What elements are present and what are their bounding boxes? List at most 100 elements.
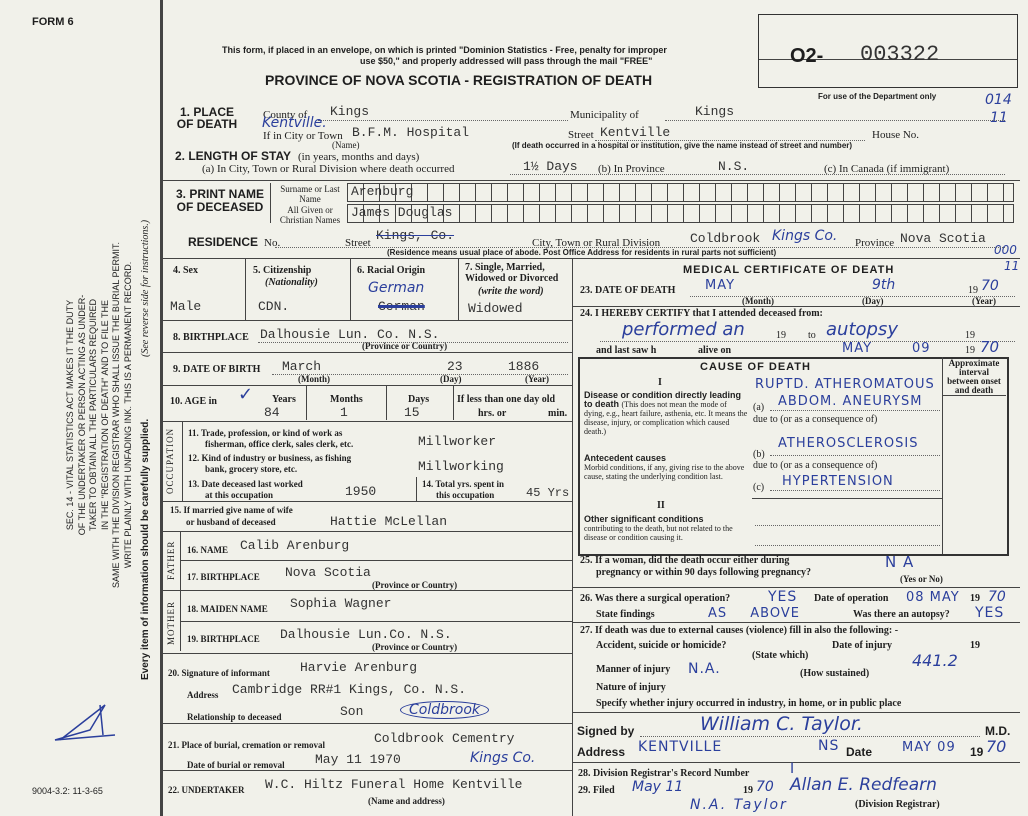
classification-code: 441.2 (912, 651, 958, 670)
check-mark-icon: ✓ (238, 384, 254, 405)
field-label: (b) (753, 449, 765, 460)
residence-street-struck: Kings, Co. (376, 228, 455, 243)
stay-city-value: 1½ Days (523, 159, 578, 174)
stay-label: 2. LENGTH OF STAY (175, 149, 292, 163)
field-label: 10. AGE in (170, 396, 217, 407)
direct-cause-desc: Disease or condition directly leading to… (584, 391, 748, 437)
dept-code: 014 (985, 92, 1012, 108)
field-label: 27. If death was due to external causes … (580, 625, 899, 636)
mail-notice: use $50," and properly addressed will pa… (360, 56, 653, 66)
field-note: (Yes or No) (900, 574, 943, 584)
street-value: Kentville (600, 125, 671, 140)
statute-notice: SEC. 14 - VITAL STATISTICS ACT MAKES IT … (65, 242, 134, 588)
field-label: Specify whether injury occurred in indus… (596, 698, 902, 709)
informant-name-value: Harvie Arenburg (300, 660, 418, 675)
residence-label: RESIDENCE (188, 235, 259, 249)
field-label: Manner of injury (596, 664, 671, 675)
page-title: PROVINCE OF NOVA SCOTIA - REGISTRATION O… (265, 72, 653, 88)
field-note: (Province or Country) (372, 642, 458, 652)
last-seen-day-value: 09 (912, 341, 931, 356)
registrar-signature: Allan E. Redfearn (790, 775, 937, 795)
field-label: Nature of injury (596, 682, 666, 693)
field-label: Province (855, 237, 895, 249)
other-conditions-text: contributing to the death, but not relat… (584, 524, 733, 542)
field-label: 19 (970, 593, 980, 604)
father-birthplace-value: Nova Scotia (285, 565, 371, 580)
field-label: All Given or Christian Names (279, 205, 341, 225)
field-label: 14. Total yrs. spent in (422, 479, 505, 489)
autopsy-value: YES (975, 605, 1005, 621)
relationship-value: Son (340, 704, 364, 719)
field-label: at this occupation (205, 490, 274, 500)
field-label: min. (548, 408, 568, 419)
mother-side-label: MOTHER (166, 601, 176, 645)
part-label: I (658, 377, 662, 388)
industry-value: Millworking (418, 459, 504, 474)
field-note: (Division Registrar) (855, 799, 940, 810)
attended-to-handwritten: autopsy (826, 319, 898, 340)
years-in-occupation-value: 45 Yrs (526, 486, 570, 500)
residence-city-handwritten: Kings Co. (772, 228, 838, 244)
filed-date-value: May 11 (632, 779, 684, 795)
field-label: Street (345, 237, 371, 249)
field-label: to (808, 330, 816, 341)
dob-month-value: March (282, 359, 322, 374)
county-value: Kings (330, 104, 370, 119)
initials-signature (54, 704, 116, 741)
burial-place-value: Coldbrook Cementry (374, 731, 515, 746)
field-label: 25. If a woman, did the death occur eith… (580, 555, 790, 566)
field-note: (Year) (525, 374, 549, 384)
racial-origin-struck: German (378, 299, 425, 314)
signature-year-value: 70 (986, 737, 1007, 756)
field-label: Date of injury (832, 640, 892, 651)
given-names-value: James Douglas (351, 205, 453, 220)
field-label: 4. Sex (173, 265, 198, 276)
cause-c-value: HYPERTENSION (782, 474, 894, 489)
field-label: bank, grocery store, etc. (205, 464, 298, 474)
field-label: (c) In Canada (if immigrant) (824, 163, 950, 175)
marital-status-value: Widowed (468, 301, 523, 316)
hospital-value: B.F.M. Hospital (352, 125, 470, 140)
occupation-side-label: OCCUPATION (165, 427, 175, 494)
age-months-value: 1 (340, 405, 348, 420)
field-label: 19 (968, 285, 978, 296)
antecedent-text: Morbid conditions, if any, giving rise t… (584, 463, 745, 481)
field-label: 21. Place of burial, cremation or remova… (168, 740, 325, 750)
field-label: Address (187, 690, 219, 700)
field-label: House No. (872, 129, 920, 141)
field-label: Date (846, 745, 873, 759)
field-label: 17. BIRTHPLACE (187, 572, 260, 582)
surname-value: Arenburg (351, 184, 414, 199)
field-label: 13. Date deceased last worked (188, 479, 303, 489)
cause-a-value: ABDOM. ANEURYSM (778, 394, 923, 409)
field-label: 18. MAIDEN NAME (187, 604, 268, 614)
notice-line: SAME WITH THE DIVISION REGISTRAR WHO SHA… (111, 241, 121, 588)
field-label: 7. Single, Married, Widowed or Divorced (465, 262, 559, 284)
death-year-value: 70 (981, 278, 999, 294)
field-label: No. (264, 237, 281, 249)
field-label: State findings (596, 609, 655, 620)
field-label: 24. I HEREBY CERTIFY that I attended dec… (580, 308, 823, 319)
stay-province-value: N.S. (718, 159, 750, 174)
other-conditions-title: Other significant conditions (584, 514, 704, 524)
field-note: (Residence means usual place of abode. P… (387, 248, 777, 257)
field-note: (in years, months and days) (298, 151, 420, 163)
given-names-grid (347, 204, 1014, 223)
notice-line: WRITE PLAINLY WITH UNFADING INK. THIS IS… (122, 261, 133, 569)
father-side-label: FATHER (166, 540, 176, 580)
cause-of-death-box (578, 357, 1009, 556)
field-label: 19 (965, 330, 975, 341)
field-label: City, Town or Rural Division (532, 237, 661, 249)
sex-value: Male (170, 299, 202, 314)
direct-cause-text: (This does not mean the mode of dying, e… (584, 400, 748, 436)
racial-origin-handwritten: German (368, 280, 425, 296)
dept-code: 000 (994, 243, 1017, 257)
field-label: Date of burial or removal (187, 760, 285, 770)
last-worked-value: 1950 (345, 484, 377, 499)
field-label: (b) In Province (598, 163, 665, 175)
informant-address-handwritten: Coldbrook (400, 701, 489, 719)
reg-prefix: O2- (790, 45, 824, 67)
margin-divider (160, 0, 163, 816)
mother-maiden-name-value: Sophia Wagner (290, 596, 392, 611)
field-label: 12. Kind of industry or business, as fis… (188, 453, 352, 463)
